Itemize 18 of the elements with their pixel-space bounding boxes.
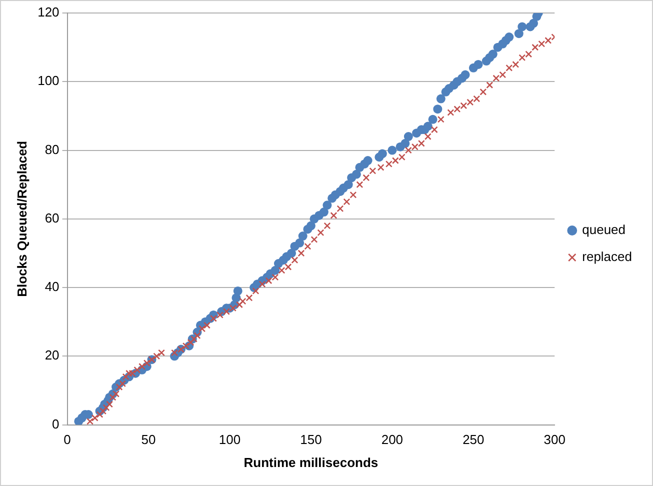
x-tick-label: 150 [300,432,322,448]
x-tick-label: 0 [64,432,71,448]
y-axis-title: Blocks Queued/Replaced [14,140,30,297]
x-tick-label: 100 [218,432,241,448]
y-tick-label: 40 [44,279,60,294]
y-tick-label: 20 [44,348,60,363]
y-tick-label: 60 [44,210,60,226]
y-tick-label: 0 [52,416,60,432]
y-tick-label: 120 [38,4,60,20]
x-tick-label: 50 [141,432,156,448]
x-tick-label: 250 [462,432,484,448]
x-axis-title: Runtime milliseconds [244,454,378,470]
x-tick-label: 200 [381,432,404,448]
legend-label: queued [582,222,626,238]
x-tick-label: 300 [544,432,566,448]
y-tick-label: 100 [38,73,60,88]
y-tick-label: 80 [44,142,60,157]
legend-label: replaced [582,249,632,264]
